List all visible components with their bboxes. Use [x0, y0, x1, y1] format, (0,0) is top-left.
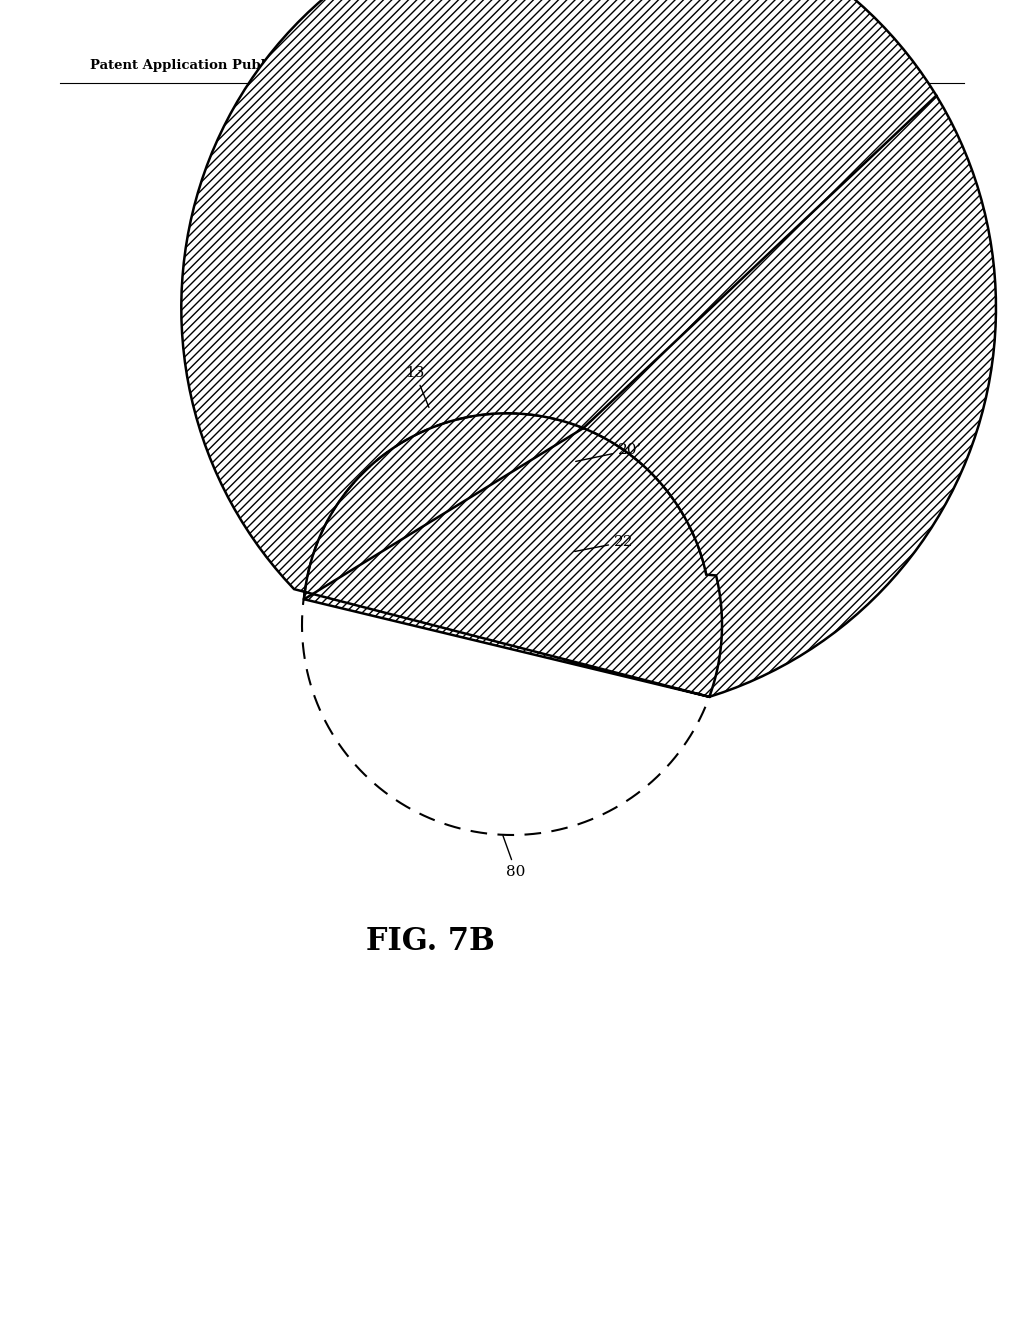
- Text: Jul. 9, 2015   Sheet 8 of 16: Jul. 9, 2015 Sheet 8 of 16: [332, 58, 528, 71]
- Text: 22: 22: [574, 535, 634, 552]
- Polygon shape: [181, 0, 996, 697]
- Text: 80: 80: [503, 836, 525, 879]
- Text: US 2015/0192123 A1: US 2015/0192123 A1: [700, 58, 856, 71]
- Text: 20’: 20’: [575, 444, 642, 462]
- Text: 13: 13: [406, 366, 429, 408]
- Text: FIG. 7B: FIG. 7B: [366, 927, 495, 957]
- Text: Patent Application Publication: Patent Application Publication: [90, 58, 316, 71]
